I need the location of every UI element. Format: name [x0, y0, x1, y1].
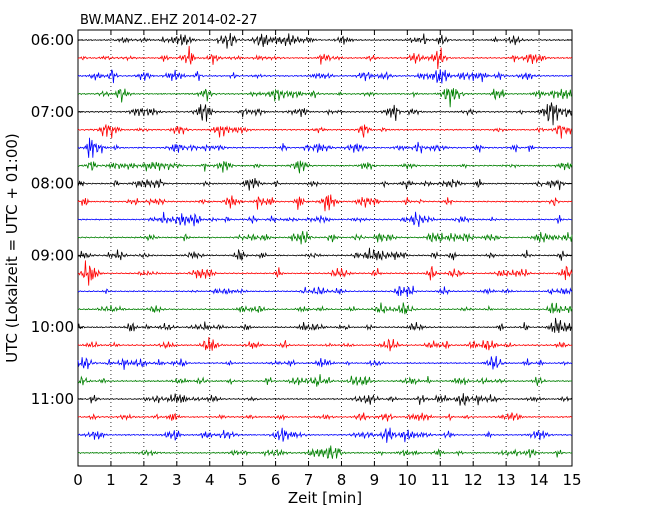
x-tick-label: 15 — [562, 471, 581, 489]
x-tick-label: 11 — [431, 471, 450, 489]
trace-line — [77, 194, 573, 212]
x-tick-label: 3 — [172, 471, 182, 489]
y-tick-label: 09:00 — [31, 246, 74, 264]
trace-line — [77, 374, 573, 387]
trace-line — [77, 285, 573, 297]
y-tick-label: 08:00 — [31, 175, 74, 193]
grid-lines — [110, 30, 540, 466]
trace-line — [77, 412, 573, 422]
y-axis-ticks: 06:00 07:00 08:00 09:00 10:00 11:00 — [31, 31, 572, 408]
traces — [77, 32, 573, 459]
x-tick-label: 9 — [370, 471, 380, 489]
x-tick-label: 2 — [139, 471, 149, 489]
trace-line — [77, 211, 573, 228]
chart-title: BW.MANZ..EHZ 2014-02-27 — [80, 13, 258, 28]
trace-line — [77, 45, 573, 70]
x-tick-label: 10 — [398, 471, 417, 489]
y-axis-label: UTC (Lokalzeit = UTC + 01:00) — [3, 133, 21, 363]
y-tick-label: 06:00 — [31, 31, 74, 49]
trace-line — [77, 102, 573, 126]
x-tick-label: 7 — [304, 471, 314, 489]
trace-line — [77, 69, 573, 84]
y-tick-label: 10:00 — [31, 318, 74, 336]
x-tick-label: 12 — [464, 471, 483, 489]
x-tick-label: 14 — [530, 471, 549, 489]
y-tick-label: 07:00 — [31, 103, 74, 121]
trace-line — [77, 124, 573, 139]
trace-line — [77, 355, 573, 370]
trace-line — [77, 88, 573, 108]
trace-line — [77, 337, 573, 352]
plot-frame — [77, 29, 573, 467]
x-tick-label: 4 — [205, 471, 215, 489]
x-axis-label: Zeit [min] — [288, 489, 362, 507]
x-tick-label: 6 — [271, 471, 281, 489]
x-tick-label: 8 — [337, 471, 347, 489]
y-tick-label: 11:00 — [31, 390, 74, 408]
x-tick-label: 13 — [497, 471, 516, 489]
trace-line — [77, 302, 573, 315]
trace-line — [77, 160, 573, 174]
trace-line — [77, 427, 573, 443]
trace-line — [77, 230, 573, 245]
x-tick-label: 1 — [106, 471, 116, 489]
trace-line — [77, 317, 573, 334]
trace-line — [77, 445, 573, 459]
trace-line — [77, 32, 573, 49]
x-tick-label: 5 — [238, 471, 248, 489]
trace-line — [77, 247, 573, 261]
trace-line — [77, 178, 573, 191]
trace-line — [77, 260, 573, 286]
trace-line — [77, 137, 573, 158]
x-axis-ticks: 0 1 2 3 4 5 6 7 8 9 10 11 12 13 14 15 — [73, 30, 582, 489]
x-tick-label: 0 — [73, 471, 83, 489]
trace-line — [77, 393, 573, 407]
